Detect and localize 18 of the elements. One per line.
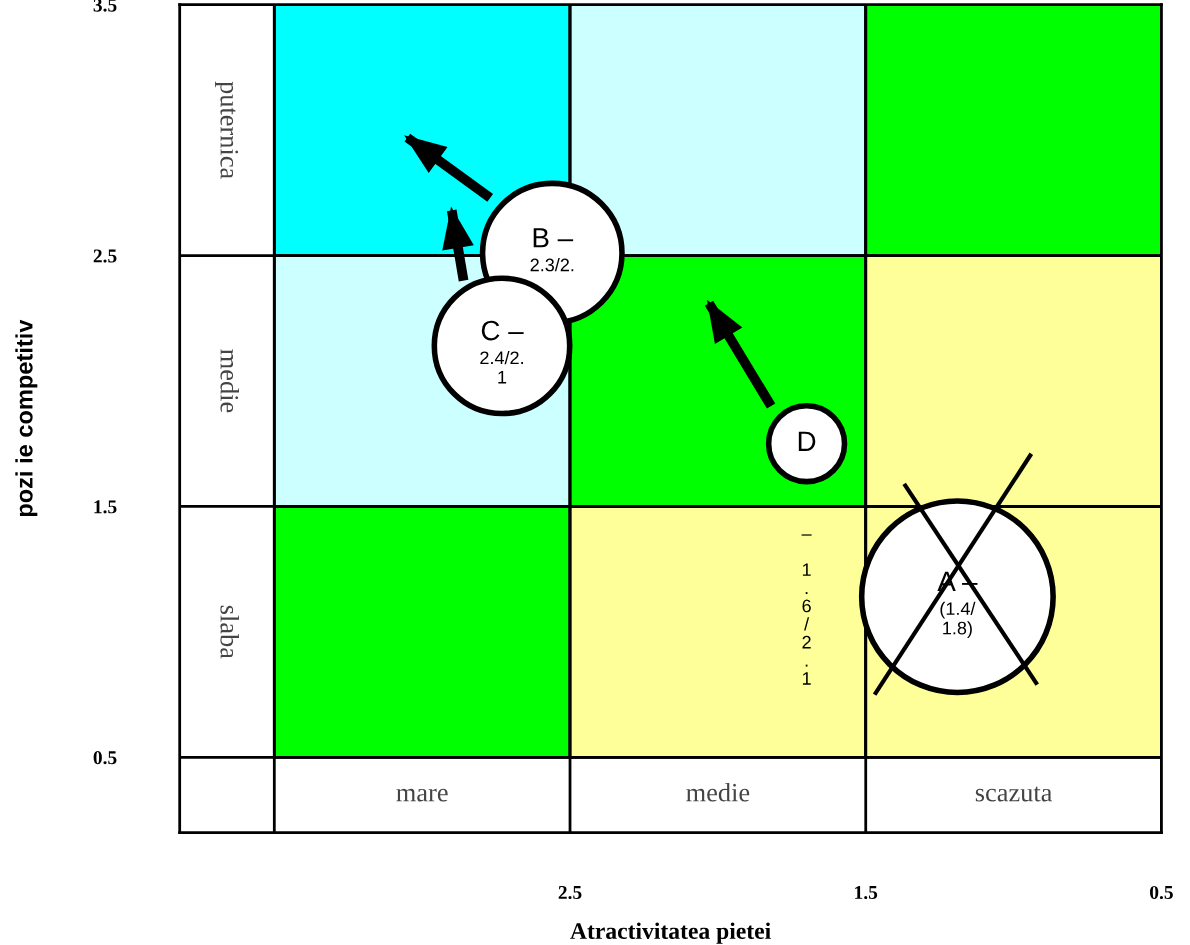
annotation: scazuta [975, 786, 1053, 802]
x-tick-label: 1.5 [855, 885, 878, 900]
y-tick-label: 0.5 [93, 751, 117, 765]
annotation: mare [396, 788, 448, 802]
annotation: slaba [220, 605, 239, 659]
annotation: medie [220, 349, 239, 413]
annotation: medie [686, 782, 750, 802]
text: – 1 . 6 / 2 . 1 [801, 534, 812, 685]
annotation: puternica [215, 81, 239, 179]
x-tick-label: 0.5 [1150, 885, 1173, 900]
x-axis-title: Atractivitatea pietei [570, 922, 771, 944]
data-label: C – 2.4/2. 1 [480, 320, 524, 384]
data-label: B – 2.3/2. [530, 228, 574, 272]
data-label: D [798, 431, 816, 451]
x-tick-label: 2.5 [558, 885, 582, 900]
y-tick-label: 2.5 [93, 249, 117, 263]
y-axis-title: pozi ie competitiv [15, 319, 38, 517]
y-tick-label: 1.5 [94, 500, 117, 514]
